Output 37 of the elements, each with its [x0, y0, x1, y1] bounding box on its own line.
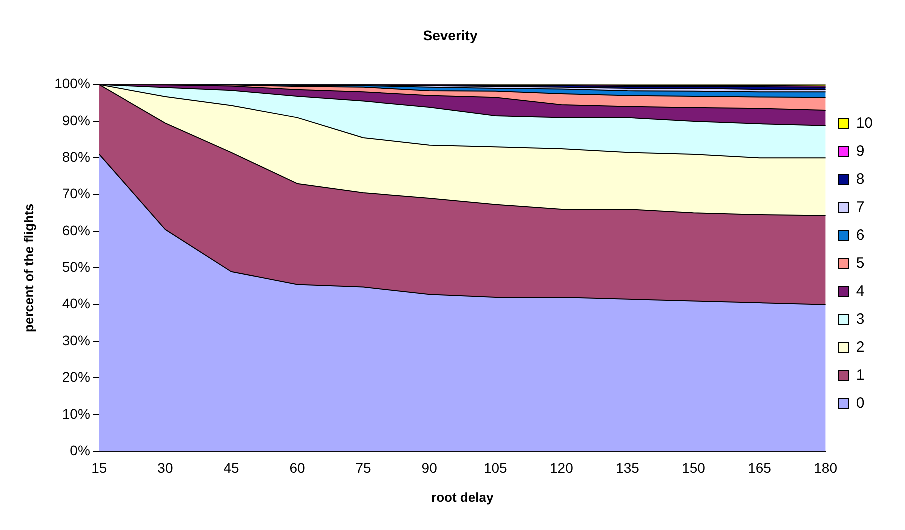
x-tick-label: 180: [814, 460, 838, 476]
x-tick-label: 30: [158, 460, 174, 476]
x-tick-label: 90: [422, 460, 438, 476]
legend-label: 5: [856, 255, 865, 272]
legend-label: 4: [856, 283, 865, 300]
legend-label: 10: [856, 115, 874, 132]
legend-label: 7: [856, 199, 865, 216]
legend-label: 9: [856, 143, 865, 160]
legend-label: 2: [856, 339, 865, 356]
legend-label: 1: [856, 367, 865, 384]
y-tick-label: 0%: [70, 442, 90, 458]
y-axis-title: percent of the flights: [21, 204, 36, 332]
y-tick-label: 30%: [62, 332, 90, 348]
x-tick-label: 150: [682, 460, 706, 476]
y-tick-label: 90%: [62, 112, 90, 128]
y-tick-label: 50%: [62, 259, 90, 276]
y-tick-label: 10%: [62, 406, 90, 422]
x-tick-label: 165: [748, 460, 772, 476]
x-tick-label: 135: [616, 460, 640, 476]
x-tick-label: 60: [290, 460, 306, 476]
y-tick-label: 80%: [62, 149, 90, 166]
x-tick-label: 45: [224, 460, 240, 476]
y-tick-label: 20%: [62, 369, 90, 386]
x-tick-label: 75: [356, 460, 372, 476]
y-tick-label: 100%: [54, 76, 90, 92]
legend-label: 3: [856, 311, 865, 328]
legend-label: 6: [856, 227, 865, 244]
x-tick-label: 120: [550, 460, 574, 476]
x-tick-label: 105: [484, 460, 508, 476]
chart-title: Severity: [423, 27, 478, 44]
x-axis-title: root delay: [432, 490, 494, 505]
y-tick-label: 70%: [62, 186, 90, 202]
y-tick-label: 40%: [62, 296, 90, 312]
legend-label: 8: [856, 171, 865, 188]
legend-label: 0: [856, 395, 865, 412]
x-tick-label: 15: [92, 460, 108, 476]
y-tick-label: 60%: [62, 222, 90, 238]
